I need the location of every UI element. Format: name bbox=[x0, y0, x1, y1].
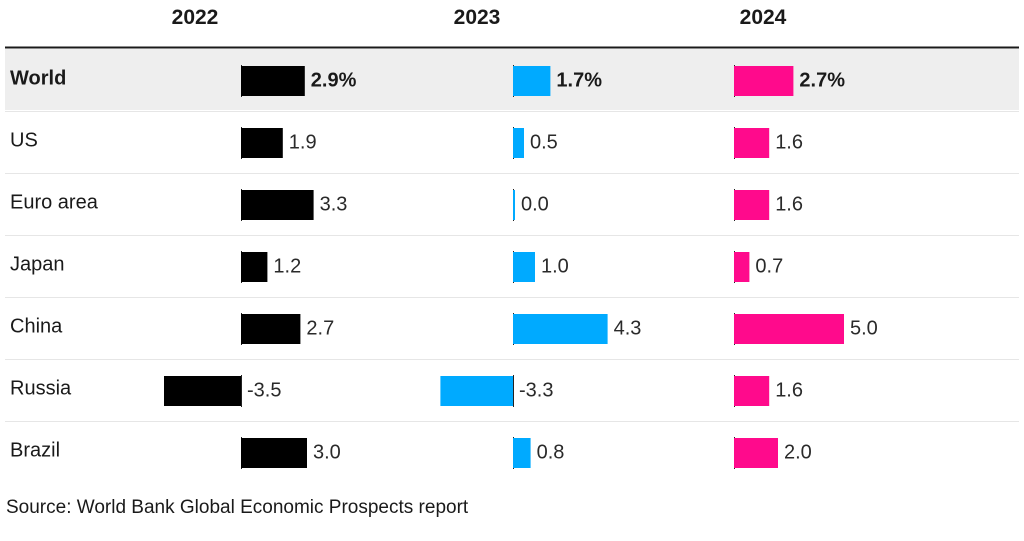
bar-euro-area-2022 bbox=[241, 190, 314, 220]
value-label-euro-area-2022: 3.3 bbox=[320, 193, 348, 215]
row-label-brazil: Brazil bbox=[10, 439, 60, 461]
value-label-euro-area-2024: 1.6 bbox=[775, 193, 803, 215]
value-label-russia-2024: 1.6 bbox=[775, 379, 803, 401]
bar-russia-2022 bbox=[164, 376, 241, 406]
bar-world-2024 bbox=[734, 66, 794, 96]
bar-world-2023 bbox=[513, 66, 551, 96]
value-label-world-2024: 2.7% bbox=[799, 69, 845, 91]
value-label-russia-2022: -3.5 bbox=[247, 379, 281, 401]
value-label-russia-2023: -3.3 bbox=[519, 379, 553, 401]
value-label-us-2023: 0.5 bbox=[530, 131, 558, 153]
column-header-2023: 2023 bbox=[454, 6, 501, 29]
value-label-brazil-2022: 3.0 bbox=[313, 441, 341, 463]
bar-russia-2023 bbox=[440, 376, 513, 406]
highlight-row-background bbox=[5, 49, 1019, 110]
value-label-china-2024: 5.0 bbox=[850, 317, 878, 339]
row-label-us: US bbox=[10, 129, 38, 151]
bar-us-2024 bbox=[734, 128, 770, 158]
bar-us-2022 bbox=[241, 128, 283, 158]
source-note: Source: World Bank Global Economic Prosp… bbox=[6, 497, 469, 518]
value-label-brazil-2024: 2.0 bbox=[784, 441, 812, 463]
row-label-russia: Russia bbox=[10, 377, 72, 399]
value-label-japan-2022: 1.2 bbox=[273, 255, 301, 277]
row-label-world: World bbox=[10, 67, 66, 89]
bar-china-2022 bbox=[241, 314, 301, 344]
row-label-china: China bbox=[10, 315, 63, 337]
bar-china-2024 bbox=[734, 314, 844, 344]
bar-euro-area-2023 bbox=[513, 190, 515, 220]
value-label-euro-area-2023: 0.0 bbox=[521, 193, 549, 215]
bar-brazil-2023 bbox=[513, 438, 531, 468]
value-label-china-2022: 2.7 bbox=[306, 317, 334, 339]
row-label-euro-area: Euro area bbox=[10, 191, 99, 213]
bar-russia-2024 bbox=[734, 376, 770, 406]
value-label-japan-2023: 1.0 bbox=[541, 255, 569, 277]
bar-world-2022 bbox=[241, 66, 305, 96]
bar-euro-area-2024 bbox=[734, 190, 770, 220]
bar-brazil-2022 bbox=[241, 438, 307, 468]
column-header-2024: 2024 bbox=[740, 6, 787, 29]
value-label-china-2023: 4.3 bbox=[614, 317, 642, 339]
bar-brazil-2024 bbox=[734, 438, 778, 468]
value-label-us-2024: 1.6 bbox=[775, 131, 803, 153]
bar-japan-2024 bbox=[734, 252, 750, 282]
bar-us-2023 bbox=[513, 128, 524, 158]
value-label-brazil-2023: 0.8 bbox=[537, 441, 565, 463]
bar-japan-2022 bbox=[241, 252, 268, 282]
value-label-world-2022: 2.9% bbox=[311, 69, 357, 91]
row-label-japan: Japan bbox=[10, 253, 65, 275]
column-header-2022: 2022 bbox=[172, 6, 219, 29]
value-label-world-2023: 1.7% bbox=[556, 69, 602, 91]
bar-japan-2023 bbox=[513, 252, 535, 282]
bar-china-2023 bbox=[513, 314, 608, 344]
value-label-japan-2024: 0.7 bbox=[755, 255, 783, 277]
value-label-us-2022: 1.9 bbox=[289, 131, 317, 153]
